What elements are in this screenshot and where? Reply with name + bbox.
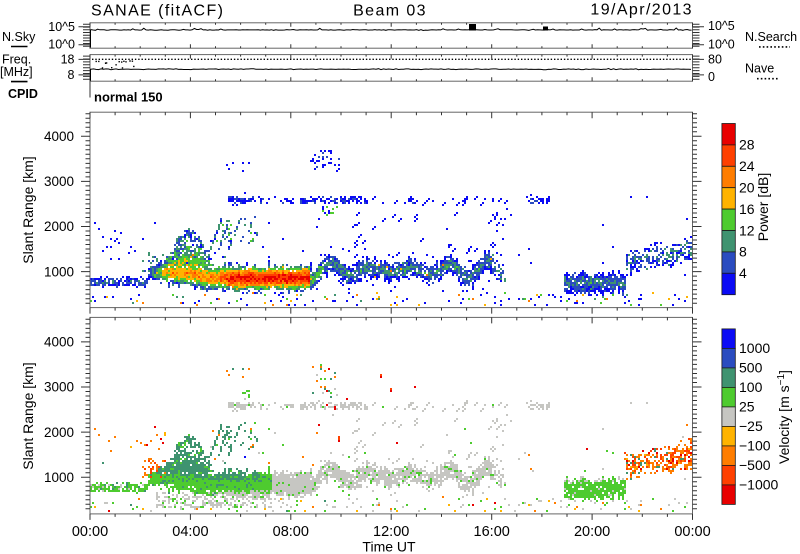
svg-text:3000: 3000	[44, 174, 74, 189]
svg-text:normal 150: normal 150	[94, 90, 163, 105]
svg-text:2000: 2000	[44, 425, 74, 440]
svg-text:2000: 2000	[44, 219, 74, 234]
svg-text:Slant Range [km]: Slant Range [km]	[20, 362, 36, 469]
svg-text:Beam 03: Beam 03	[353, 3, 427, 20]
svg-text:10^5: 10^5	[48, 20, 75, 34]
svg-text:10^0: 10^0	[48, 38, 75, 52]
svg-text:N.Search: N.Search	[745, 30, 797, 44]
svg-text:00:00: 00:00	[674, 524, 710, 540]
svg-text:04:00: 04:00	[172, 524, 208, 540]
svg-text:4: 4	[739, 265, 747, 281]
svg-text:28: 28	[739, 137, 755, 153]
svg-text:4000: 4000	[44, 335, 74, 350]
svg-text:100: 100	[739, 379, 763, 395]
svg-text:−25: −25	[739, 418, 763, 434]
svg-text:25: 25	[739, 399, 755, 415]
svg-text:10^5: 10^5	[708, 19, 735, 33]
svg-text:18: 18	[61, 53, 75, 67]
svg-text:4000: 4000	[44, 129, 74, 144]
svg-text:−1000: −1000	[739, 477, 779, 493]
svg-text:80: 80	[708, 53, 722, 67]
svg-text:[MHz]: [MHz]	[0, 65, 33, 79]
svg-text:19/Apr/2013: 19/Apr/2013	[590, 2, 693, 19]
svg-text:−100: −100	[739, 438, 771, 454]
svg-text:−500: −500	[739, 457, 771, 473]
svg-text:1000: 1000	[44, 470, 74, 485]
svg-text:Time UT: Time UT	[362, 539, 416, 554]
svg-text:20:00: 20:00	[574, 524, 610, 540]
svg-text:10^0: 10^0	[708, 38, 735, 52]
svg-text:12: 12	[739, 222, 755, 238]
svg-text:3000: 3000	[44, 380, 74, 395]
svg-text:Nave: Nave	[745, 62, 774, 76]
svg-text:12:00: 12:00	[373, 524, 409, 540]
svg-text:Velocity [m s−1]: Velocity [m s−1]	[776, 370, 793, 464]
svg-text:500: 500	[739, 360, 763, 376]
svg-text:20: 20	[739, 180, 755, 196]
svg-text:1000: 1000	[44, 264, 74, 279]
svg-text:8: 8	[739, 244, 747, 260]
svg-text:Power [dB]: Power [dB]	[755, 173, 771, 241]
svg-text:08:00: 08:00	[273, 524, 309, 540]
svg-text:1000: 1000	[739, 340, 770, 356]
svg-text:16: 16	[739, 201, 755, 217]
svg-text:Freq.: Freq.	[2, 53, 31, 67]
svg-text:N.Sky: N.Sky	[2, 30, 36, 44]
svg-text:0: 0	[708, 70, 715, 84]
svg-text:8: 8	[68, 68, 75, 82]
svg-text:Slant Range [km]: Slant Range [km]	[20, 156, 36, 263]
svg-text:SANAE (fitACF): SANAE (fitACF)	[91, 3, 224, 20]
svg-text:16:00: 16:00	[474, 524, 510, 540]
svg-text:24: 24	[739, 158, 755, 174]
svg-text:00:00: 00:00	[72, 524, 108, 540]
svg-text:CPID: CPID	[8, 87, 38, 101]
